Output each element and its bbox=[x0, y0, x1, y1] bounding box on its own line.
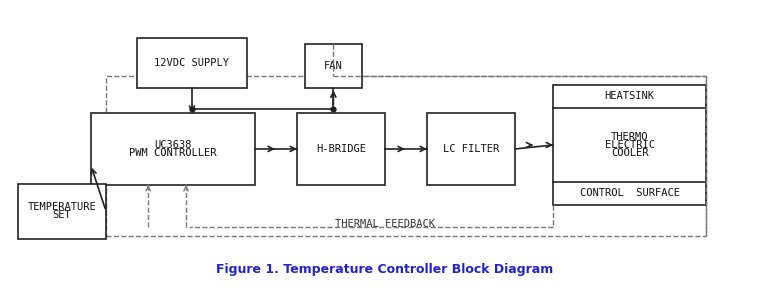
Bar bbox=[427, 113, 515, 185]
Text: 12VDC SUPPLY: 12VDC SUPPLY bbox=[155, 58, 229, 68]
Bar bbox=[106, 76, 706, 236]
Text: THERMAL FEEDBACK: THERMAL FEEDBACK bbox=[335, 219, 435, 230]
Bar bbox=[18, 183, 106, 239]
Text: ELECTRIC: ELECTRIC bbox=[604, 140, 654, 150]
Bar bbox=[553, 85, 706, 205]
Bar bbox=[305, 44, 362, 88]
Text: THERMO: THERMO bbox=[611, 132, 648, 141]
Text: LC FILTER: LC FILTER bbox=[443, 144, 499, 154]
Text: TEMPERATURE: TEMPERATURE bbox=[28, 202, 96, 212]
Text: COOLER: COOLER bbox=[611, 148, 648, 158]
Bar bbox=[91, 113, 255, 185]
Text: H-BRIDGE: H-BRIDGE bbox=[316, 144, 366, 154]
Bar bbox=[136, 38, 247, 88]
Text: HEATSINK: HEATSINK bbox=[604, 91, 654, 101]
Text: FAN: FAN bbox=[324, 60, 343, 71]
Text: UC3638: UC3638 bbox=[154, 140, 192, 150]
Text: SET: SET bbox=[52, 210, 72, 220]
Text: CONTROL  SURFACE: CONTROL SURFACE bbox=[580, 188, 680, 198]
Bar bbox=[297, 113, 385, 185]
Text: PWM CONTROLLER: PWM CONTROLLER bbox=[129, 148, 216, 158]
Text: Figure 1. Temperature Controller Block Diagram: Figure 1. Temperature Controller Block D… bbox=[216, 263, 554, 276]
